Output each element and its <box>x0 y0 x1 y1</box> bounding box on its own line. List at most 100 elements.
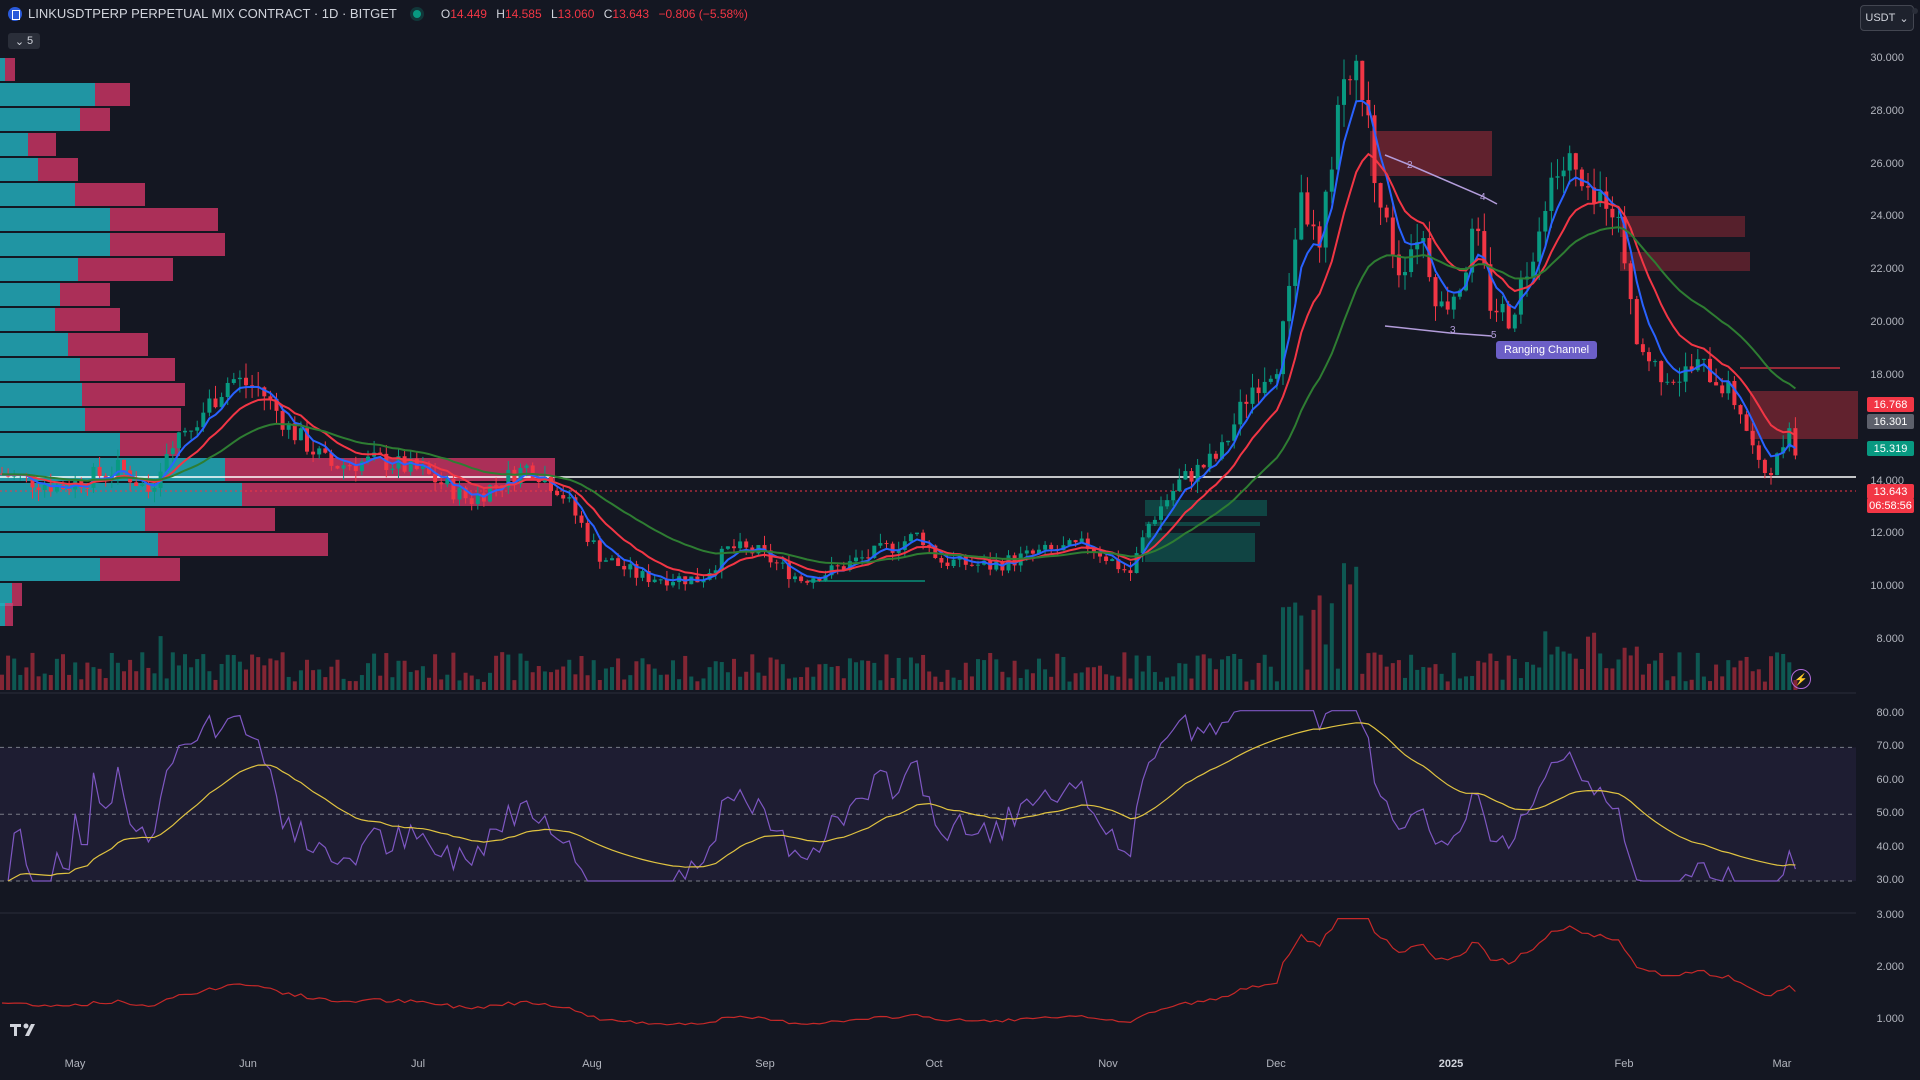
volume-bar <box>1720 676 1725 690</box>
candle-body <box>780 562 785 564</box>
currency-selector[interactable]: USDT ⌄ <box>1860 5 1914 31</box>
change-value: −0.806 (−5.58%) <box>658 6 748 21</box>
lightning-icon[interactable]: ⚡ <box>1791 669 1811 689</box>
volume-bar <box>1744 656 1749 690</box>
volume-profile-up-bar <box>0 583 12 606</box>
volume-bar <box>561 666 566 690</box>
candle-body <box>976 564 980 566</box>
volume-bar <box>1488 653 1493 690</box>
volume-bar <box>921 654 926 690</box>
volume-bar <box>274 660 279 690</box>
volume-bar <box>530 672 535 690</box>
volume-bar <box>878 680 883 690</box>
volume-bar <box>1415 669 1420 690</box>
candle-body <box>658 579 663 581</box>
candle-body <box>786 562 791 580</box>
candle-body <box>457 487 462 500</box>
volume-bar <box>225 654 230 690</box>
candle-body <box>1671 381 1676 383</box>
volume-bar <box>91 667 96 690</box>
indicators-collapse-button[interactable]: ⌄ 5 <box>8 33 40 49</box>
volume-bar <box>683 655 688 690</box>
volume-profile-down-bar <box>85 408 181 431</box>
tradingview-logo-icon[interactable] <box>10 1022 44 1038</box>
resistance-zone <box>1370 131 1492 176</box>
volume-profile-up-bar <box>0 508 145 531</box>
candle-body <box>597 540 602 562</box>
candle-body <box>603 560 608 562</box>
symbol-title[interactable]: LINKUSDTPERP PERPETUAL MIX CONTRACT · 1D… <box>28 6 397 21</box>
close-label: C <box>603 6 613 21</box>
volume-bar <box>1762 681 1767 690</box>
volume-bar <box>1317 595 1322 690</box>
candle-body <box>1427 238 1432 278</box>
volume-bar <box>189 667 194 690</box>
volume-bar <box>677 679 682 690</box>
ema-mid-line <box>1 152 1796 577</box>
volume-bar <box>512 680 517 690</box>
volume-bar <box>506 654 511 690</box>
market-status-icon <box>412 9 421 18</box>
volume-bar <box>1140 671 1145 690</box>
candle-body <box>1183 471 1188 480</box>
pattern-point-label: 5 <box>1491 330 1497 341</box>
volume-bar <box>457 680 462 690</box>
volume-bar <box>158 636 163 690</box>
ranging-channel-label[interactable]: Ranging Channel <box>1496 341 1598 359</box>
volume-bar <box>622 679 627 690</box>
volume-bar <box>1134 655 1139 690</box>
volume-profile-up-bar <box>0 408 85 431</box>
volume-profile-up-bar <box>0 183 75 206</box>
volume-bar <box>372 653 377 690</box>
volume-bar <box>713 661 718 690</box>
high-value: 14.585 <box>504 6 542 21</box>
candle-body <box>927 545 932 547</box>
volume-bar <box>79 679 84 690</box>
price-tick-label: 18.000 <box>1870 368 1904 381</box>
volume-bar <box>250 654 255 690</box>
volume-bar <box>860 660 865 690</box>
volume-bar <box>1433 664 1438 690</box>
volume-bar <box>494 655 499 690</box>
volume-bar <box>823 663 828 690</box>
volume-bar <box>518 653 523 690</box>
candle-body <box>146 484 151 492</box>
candle-body <box>134 482 139 487</box>
volume-profile-up-bar <box>0 358 80 381</box>
candle-body <box>408 458 413 472</box>
volume-bar <box>176 665 181 690</box>
volume-bar <box>1647 663 1651 690</box>
volume-bar <box>695 681 700 690</box>
candle-body <box>549 476 553 491</box>
volume-bar <box>725 672 730 690</box>
candle-body <box>1189 471 1194 482</box>
candle-body <box>1342 79 1346 105</box>
volume-bar <box>1030 673 1035 690</box>
time-tick-label: Dec <box>1266 1058 1286 1070</box>
volume-bar <box>390 677 395 690</box>
scale-menu-icon[interactable] <box>1912 8 1918 14</box>
volume-bar <box>573 674 578 690</box>
volume-bar <box>1049 676 1054 690</box>
volume-bar <box>1024 669 1029 690</box>
volume-bar <box>1708 681 1712 690</box>
volume-bar <box>884 654 889 690</box>
volume-bar <box>1537 667 1542 690</box>
volume-bar <box>628 675 633 690</box>
candle-body <box>1714 382 1719 386</box>
candle-body <box>738 541 743 549</box>
candle-body <box>1299 192 1304 240</box>
volume-bar <box>54 658 59 690</box>
volume-bar <box>18 674 23 690</box>
candle-body <box>1207 453 1212 468</box>
candle-body <box>122 459 126 471</box>
volume-bar <box>30 652 35 690</box>
volume-bar <box>1195 655 1200 690</box>
volume-bar <box>1232 653 1237 690</box>
candle-body <box>1067 540 1072 546</box>
volume-bar <box>1091 667 1096 690</box>
volume-bar <box>1335 668 1340 690</box>
volume-bar <box>1238 658 1243 690</box>
volume-profile-down-bar <box>28 133 56 156</box>
